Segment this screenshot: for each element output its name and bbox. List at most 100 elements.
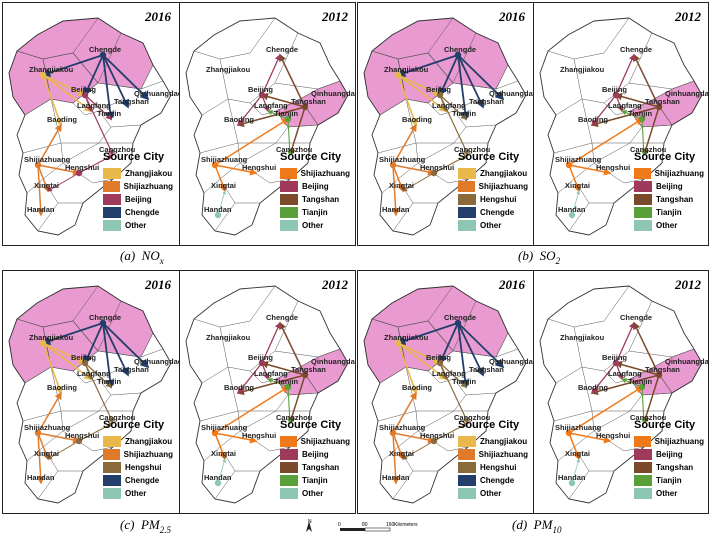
region-map: Zhangjiakou Chengde Qinhuangdao Beijing Tang… [363,285,533,504]
flow-arrow [590,374,660,396]
flow-arrow [214,386,290,434]
scale-tick-2: 160 [386,522,395,528]
city-label-shijiazhuang: Shijiazhuang [379,155,426,164]
city-label-tangshan: Tangshan [645,365,680,374]
legend-swatch [280,462,298,473]
city-boundary [227,366,289,412]
city-label-beijing: Beijing [426,353,451,362]
legend: Source City Shijiazhuang Beijing Tangshan Ti… [634,419,704,500]
flow-arrow [457,322,470,389]
flow-arrow [392,432,436,444]
legend-swatch [458,488,476,499]
city-label-baoding: Baoding [224,115,254,124]
region-map: Zhangjiakou Chengde Qinhuangdao Beijing Tang… [185,285,355,504]
year-label: 2012 [675,277,701,292]
legend-swatch [280,220,298,231]
legend-item: Other [280,219,350,232]
flow-arrow [37,164,50,193]
flow-arrow [641,118,647,157]
legend-label: Other [125,221,147,230]
city-label-shijiazhuang: Shijiazhuang [555,155,602,164]
flow-arrow [83,322,104,365]
legend-label: Shijiazhuang [478,450,528,459]
legend-swatch [458,194,476,205]
legend-label: Tangshan [656,463,694,472]
year-label: 2012 [675,9,701,24]
flow-arrow [615,321,635,364]
province-outline [8,17,172,236]
flow-arrow [42,342,93,380]
city-label-baoding: Baoding [578,383,608,392]
city-label-tianjin: Tianjin [97,377,121,386]
flow-arrow [102,322,150,369]
legend-swatch [103,475,121,486]
map-2012: Zhangjiakou Chengde Qinhuangdao Beijing Tang… [179,271,355,513]
legend-swatch [458,220,476,231]
flow-arrow [41,322,104,345]
flow-arrow [288,374,306,425]
legend-item: Beijing [634,180,704,193]
city-label-langfang: Langfang [432,369,466,378]
flow-arrow [47,440,80,460]
city-boundary [193,285,276,328]
flow-arrow [237,94,263,127]
legend-label: Shijiazhuang [300,437,350,446]
legend-swatch [280,181,298,192]
panel-a: Zhangjiakou Chengde Qinhuangdao Beijing Tang… [2,2,356,246]
flow-arrow [102,322,115,389]
legend-item: Beijing [280,180,350,193]
source-node [284,115,292,123]
legend-title: Source City [458,151,520,163]
region-map: Zhangjiakou Chengde Qinhuangdao Beijing Tang… [185,17,355,236]
legend-item: Tianjin [634,206,704,219]
city-boundary [547,285,630,328]
legend-label: Chengde [480,208,515,217]
city-label-tangshan: Tangshan [291,365,326,374]
source-node [99,51,107,59]
flow-arrow [433,422,469,442]
city-label-qinhuangdao: Qinhuangdao [489,89,533,98]
city-label-zhangjiakou: Zhangjiakou [206,65,251,74]
city-label-langfang: Langfang [608,369,642,378]
flow-arrow [457,54,470,121]
flow-arrow [288,106,306,157]
legend: Source City Shijiazhuang Beijing Tangshan Ti… [280,419,350,500]
flow-arrow [402,440,435,460]
city-label-qinhuangdao: Qinhuangdao [134,357,179,366]
flow-arrow [214,164,258,176]
flow-arrow [433,154,469,174]
city-boundary [227,98,289,144]
city-label-zhangjiakou: Zhangjiakou [29,65,74,74]
legend-swatch [634,207,652,218]
flow-arrow [439,362,467,388]
city-label-tangshan: Tangshan [645,97,680,106]
city-boundary [452,80,519,90]
flow-arrow [78,154,114,174]
city-label-qinhuangdao: Qinhuangdao [665,89,709,98]
legend-label: Other [302,489,324,498]
city-label-beijing: Beijing [248,85,273,94]
legend-item: Other [103,487,173,500]
flow-arrow [571,190,581,216]
legend-label: Hengshui [480,195,517,204]
map-2016: Zhangjiakou Chengde Qinhuangdao Beijing Tang… [358,271,533,513]
legend-item: Zhangjiakou [103,435,173,448]
flow-arrow [397,74,442,96]
city-label-baoding: Baoding [224,383,254,392]
legend-item: Zhangjiakou [103,167,173,180]
legend-swatch [103,488,121,499]
flow-arrow [568,164,581,193]
city-label-beijing: Beijing [602,353,627,362]
legend-swatch [103,449,120,460]
year-label: 2016 [145,9,171,24]
province-outline [185,17,349,236]
legend-swatch [634,449,652,460]
city-label-zhangjiakou: Zhangjiakou [206,333,251,342]
city-label-langfang: Langfang [77,369,111,378]
source-node [211,429,219,437]
legend-item: Shijiazhuang [458,448,528,461]
legend-swatch [634,194,652,205]
legend-item: Tianjin [280,474,350,487]
legend-label: Zhangjiakou [480,169,528,178]
legend-title: Source City [458,419,520,431]
